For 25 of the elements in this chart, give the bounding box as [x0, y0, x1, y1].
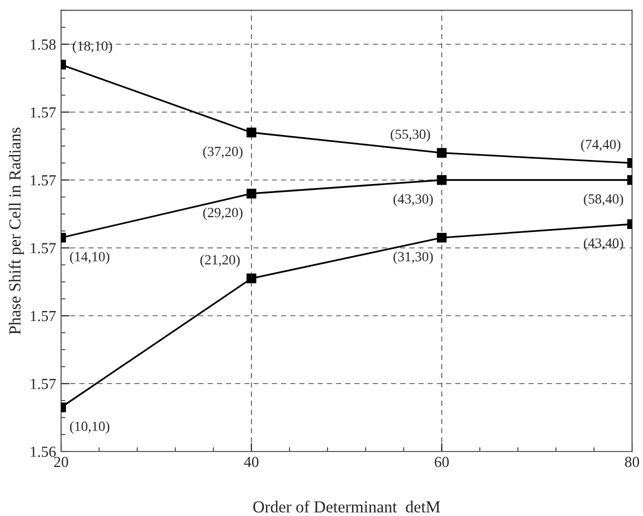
y-tick-label: 1.57: [30, 378, 56, 390]
annotation: (18,10): [72, 40, 112, 54]
x-tick-label: 40: [244, 456, 258, 468]
y-tick-label: 1.57: [30, 175, 56, 186]
annotation: (58,40): [584, 194, 624, 206]
annotation: (43,40): [584, 238, 624, 251]
x-tick-label: 80: [625, 456, 640, 468]
annotation: (29,20): [203, 207, 242, 220]
annotation: (31,30): [394, 252, 433, 264]
annotation: (55,30): [390, 129, 430, 142]
x-tick-label: 60: [434, 456, 449, 468]
x-tick-label: 20: [54, 456, 68, 468]
annotation: (21,20): [200, 254, 240, 268]
y-tick-label: 1.56: [30, 446, 56, 458]
y-tick-label: 1.57: [30, 243, 56, 254]
annotation: (74,40): [581, 139, 620, 152]
y-tick-label: 1.57: [30, 310, 56, 322]
annotation: (43,30): [394, 194, 433, 206]
annotation: (14,10): [70, 252, 110, 264]
annotation: (37,20): [203, 146, 242, 159]
annotation: (10,10): [70, 421, 110, 434]
y-axis-title: Phase Shift per Cell in Radians: [8, 128, 24, 334]
y-tick-label: 1.58: [30, 39, 56, 50]
x-axis-title: Order of Determinant detM: [253, 500, 440, 512]
y-tick-label: 1.57: [30, 107, 56, 118]
